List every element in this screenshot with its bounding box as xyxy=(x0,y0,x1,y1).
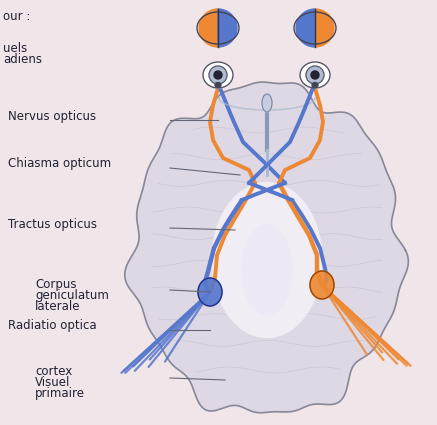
Wedge shape xyxy=(218,9,237,47)
Ellipse shape xyxy=(203,62,233,88)
Text: primaire: primaire xyxy=(35,387,85,400)
Polygon shape xyxy=(125,82,408,413)
Text: Nervus opticus: Nervus opticus xyxy=(8,110,96,122)
Ellipse shape xyxy=(197,12,239,44)
Ellipse shape xyxy=(242,225,292,315)
Ellipse shape xyxy=(306,66,324,84)
Text: Chiasma opticum: Chiasma opticum xyxy=(8,156,111,170)
Text: geniculatum: geniculatum xyxy=(35,289,109,302)
Text: laterale: laterale xyxy=(35,300,80,313)
Ellipse shape xyxy=(215,82,221,88)
Text: Corpus: Corpus xyxy=(35,278,76,291)
Ellipse shape xyxy=(311,71,319,79)
Ellipse shape xyxy=(300,62,330,88)
Text: Tractus opticus: Tractus opticus xyxy=(8,218,97,230)
Text: uels: uels xyxy=(3,42,27,55)
Text: our :: our : xyxy=(3,10,31,23)
Ellipse shape xyxy=(212,182,322,337)
Text: Visuel: Visuel xyxy=(35,376,70,389)
Text: adiens: adiens xyxy=(3,53,42,66)
Ellipse shape xyxy=(312,82,318,88)
Ellipse shape xyxy=(294,12,336,44)
Ellipse shape xyxy=(214,71,222,79)
Wedge shape xyxy=(315,9,334,47)
Wedge shape xyxy=(296,9,315,47)
Ellipse shape xyxy=(310,271,334,299)
Text: Radiatio optica: Radiatio optica xyxy=(8,320,97,332)
Wedge shape xyxy=(199,9,218,47)
Ellipse shape xyxy=(262,94,272,112)
Text: cortex: cortex xyxy=(35,365,72,378)
Ellipse shape xyxy=(209,66,227,84)
Ellipse shape xyxy=(198,278,222,306)
